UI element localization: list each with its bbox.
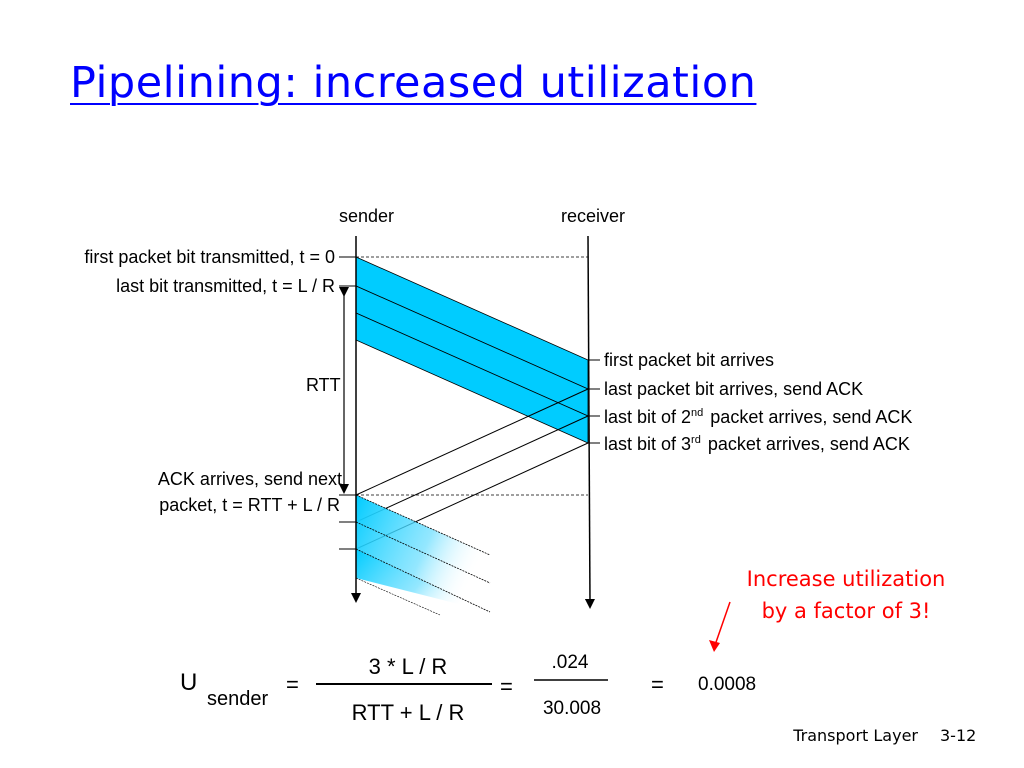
next-packet-edge-1 bbox=[355, 494, 491, 556]
first-arrives-label: first packet bit arrives bbox=[604, 350, 774, 370]
equals-3: = bbox=[651, 672, 664, 697]
receiver-label: receiver bbox=[561, 206, 625, 226]
numerator-2: .024 bbox=[552, 652, 589, 673]
rtt-label: RTT bbox=[306, 375, 341, 395]
utilization-note-line1: Increase utilization bbox=[747, 567, 946, 591]
last-bit-label: last bit transmitted, t = L / R bbox=[116, 276, 335, 296]
slide-title: Pipelining: increased utilization bbox=[70, 58, 757, 108]
result-value: 0.0008 bbox=[698, 674, 756, 695]
u-symbol: U bbox=[180, 669, 197, 696]
utilization-note-arrowhead bbox=[709, 640, 720, 652]
numerator-1: 3 * L / R bbox=[369, 654, 448, 679]
next-packets-band bbox=[356, 495, 490, 612]
equals-1: = bbox=[286, 672, 299, 697]
next-packet-edge-3 bbox=[355, 548, 491, 613]
denominator-2: 30.008 bbox=[543, 698, 601, 719]
receiver-timeline bbox=[584, 235, 595, 609]
ack-line-1 bbox=[355, 388, 589, 496]
footer-section: Transport Layer bbox=[792, 726, 918, 745]
ack-arrives-label-2: packet, t = RTT + L / R bbox=[159, 495, 340, 515]
last-arrives-label: last packet bit arrives, send ACK bbox=[604, 379, 863, 399]
denominator-1: RTT + L / R bbox=[352, 700, 465, 725]
third-arrives-label: last bit of 3rd packet arrives, send ACK bbox=[604, 434, 910, 454]
equals-2: = bbox=[500, 674, 513, 699]
ack-line-2 bbox=[355, 415, 589, 523]
next-packet-edge-4 bbox=[355, 577, 441, 616]
first-bit-label: first packet bit transmitted, t = 0 bbox=[84, 247, 335, 267]
footer-page: 3-12 bbox=[940, 726, 976, 745]
utilization-note-arrow bbox=[713, 601, 731, 649]
sender-label: sender bbox=[339, 206, 394, 226]
u-subscript: sender bbox=[207, 688, 268, 710]
second-arrives-label: last bit of 2nd packet arrives, send ACK bbox=[604, 407, 912, 427]
ack-arrives-label-1: ACK arrives, send next bbox=[158, 469, 342, 489]
utilization-note-line2: by a factor of 3! bbox=[762, 599, 931, 623]
next-packet-edge-2 bbox=[355, 521, 491, 584]
